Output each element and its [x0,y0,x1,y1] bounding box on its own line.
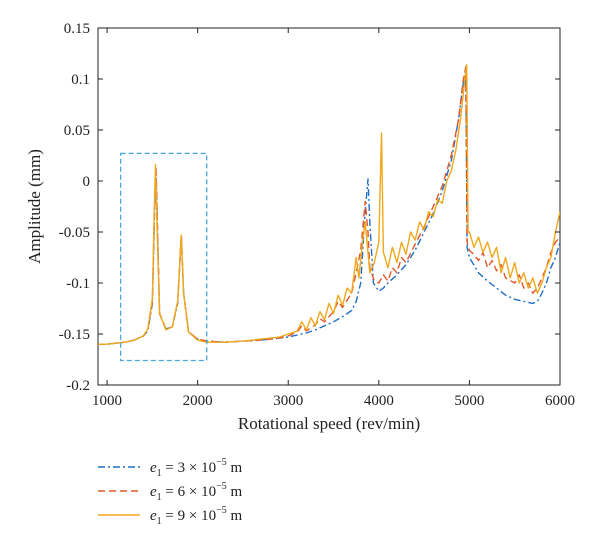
y-tick-label: -0.05 [59,225,90,241]
y-tick-label: 0.15 [64,21,90,37]
series-line-2 [98,66,560,345]
legend-label-2: e1 = 6 × 10−5 m [150,481,242,503]
legend: e1 = 3 × 10−5 me1 = 6 × 10−5 me1 = 9 × 1… [98,457,242,527]
legend-label-3: e1 = 9 × 10−5 m [150,505,242,527]
legend-label-1: e1 = 3 × 10−5 m [150,457,242,479]
x-tick-label: 5000 [454,393,484,409]
y-tick-label: -0.15 [59,327,90,343]
y-tick-label: -0.2 [66,378,90,394]
y-tick-label: -0.1 [66,276,90,292]
series-layer [98,64,560,345]
y-axis-title: Amplitude (mm) [25,149,44,264]
x-tick-label: 1000 [92,393,122,409]
y-tick-label: 0 [83,174,91,190]
series-line-3 [98,64,560,345]
highlight-box [119,152,208,362]
x-axis-title: Rotational speed (rev/min) [238,414,420,433]
x-axis-ticks: 1000 2000 3000 4000 5000 6000 [92,28,575,409]
x-tick-label: 3000 [273,393,303,409]
x-tick-label: 4000 [364,393,394,409]
x-tick-label: 2000 [183,393,213,409]
x-tick-label: 6000 [545,393,575,409]
y-axis-ticks: 0.15 0.1 0.05 0 -0.05 -0.1 -0.15 -0.2 [59,21,560,394]
y-tick-label: 0.05 [64,123,90,139]
y-tick-label: 0.1 [71,72,90,88]
plot-area-frame [97,27,561,386]
